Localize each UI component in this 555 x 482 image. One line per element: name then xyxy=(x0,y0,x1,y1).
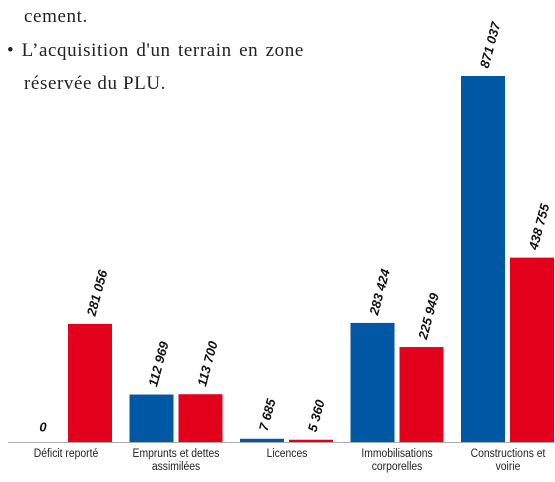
bar xyxy=(129,394,174,442)
value-label: 281 056 xyxy=(83,268,110,319)
bar xyxy=(240,438,284,442)
bar xyxy=(510,257,554,442)
value-label: 438 755 xyxy=(525,201,552,252)
category-label: Licences xyxy=(266,448,307,460)
bar xyxy=(399,347,444,442)
text-line: réservée du PLU. xyxy=(24,73,167,94)
bar xyxy=(178,394,223,442)
value-label: 113 700 xyxy=(194,339,221,388)
category-label: Constructions et voirie xyxy=(470,448,545,473)
value-label: 871 037 xyxy=(477,20,504,70)
bar xyxy=(461,76,505,442)
category-label: Immobilisations corporelles xyxy=(361,448,433,473)
bar xyxy=(350,322,395,442)
text-line: cement. xyxy=(24,6,88,27)
value-label: 112 969 xyxy=(145,339,172,388)
value-label: 0 xyxy=(39,419,47,434)
value-label: 283 424 xyxy=(366,267,393,318)
value-label: 7 685 xyxy=(256,396,279,432)
value-label: 225 949 xyxy=(415,291,442,342)
value-label: 5 360 xyxy=(305,397,328,433)
text-line: • L’acquisition d'un terrain en zone xyxy=(7,40,304,61)
category-label: Déficit reporté xyxy=(33,448,98,460)
bar xyxy=(68,323,112,442)
category-label: Emprunts et dettes assimilées xyxy=(132,448,220,473)
bar xyxy=(289,439,333,442)
